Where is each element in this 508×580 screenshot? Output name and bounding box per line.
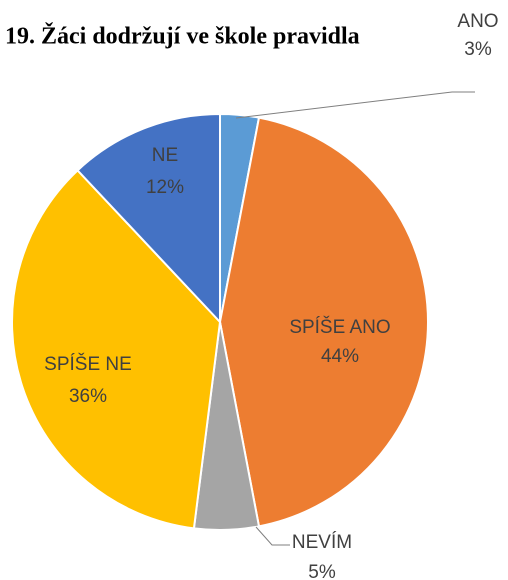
- pie-slice: [11, 168, 222, 530]
- data-label-value: 3%: [464, 39, 492, 60]
- data-label-category: NEVÍM: [292, 532, 352, 553]
- data-label-category: ANO: [457, 11, 498, 32]
- data-label-category: SPÍŠE ANO: [289, 316, 390, 338]
- leader-line: [255, 526, 290, 546]
- pie-slice: [218, 116, 430, 528]
- data-label-category: NE: [152, 145, 178, 166]
- chart-title: 19. Žáci dodržují ve škole pravidla: [5, 23, 360, 50]
- data-label-value: 44%: [321, 346, 359, 367]
- data-label-value: 36%: [69, 386, 107, 407]
- data-label-value: 5%: [308, 562, 336, 580]
- leader-line: [235, 91, 475, 119]
- data-label-value: 12%: [146, 177, 184, 198]
- pie-slice: [76, 112, 221, 325]
- data-label-category: SPÍŠE NE: [44, 353, 132, 375]
